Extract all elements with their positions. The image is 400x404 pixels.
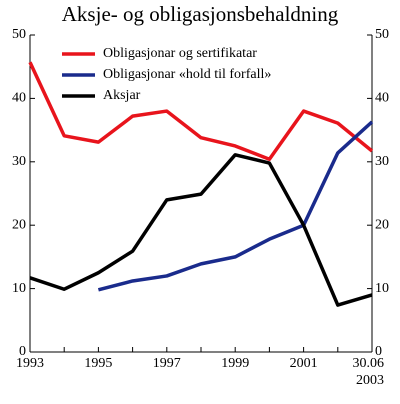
y2-tick-label: 20	[375, 217, 389, 232]
chart-title: Aksje- og obligasjonsbehaldning	[62, 2, 339, 26]
x-tick-label: 30.06 2003	[352, 356, 385, 388]
series-line	[28, 61, 374, 162]
y2-tick-label: 10	[375, 281, 389, 296]
y2-tick-label: 0	[375, 344, 382, 359]
x-tick-label: 1999	[221, 356, 250, 371]
y-tick-label: 0	[19, 344, 26, 359]
y-tick-label: 40	[12, 91, 26, 106]
x-tick-label: 1997	[152, 356, 181, 371]
y2-tick-label: 40	[375, 91, 389, 106]
x-tick-label: 1995	[84, 356, 113, 371]
y-tick-label: 10	[12, 281, 26, 296]
y2-tick-label: 50	[375, 27, 389, 42]
y-tick-label: 20	[12, 217, 26, 232]
y2-tick-label: 30	[375, 154, 389, 169]
y-tick-label: 50	[12, 27, 26, 42]
series-line	[29, 153, 373, 307]
legend-label: Aksjar	[103, 88, 141, 103]
x-tick-label: 1993	[16, 356, 44, 371]
legend-label: Obligasjonar «hold til forfall»	[103, 67, 271, 82]
legend-label: Obligasjonar og sertifikatar	[103, 46, 257, 61]
x-tick-label: 2001	[289, 356, 318, 371]
y-tick-label: 30	[12, 154, 26, 169]
series-line	[97, 120, 374, 292]
